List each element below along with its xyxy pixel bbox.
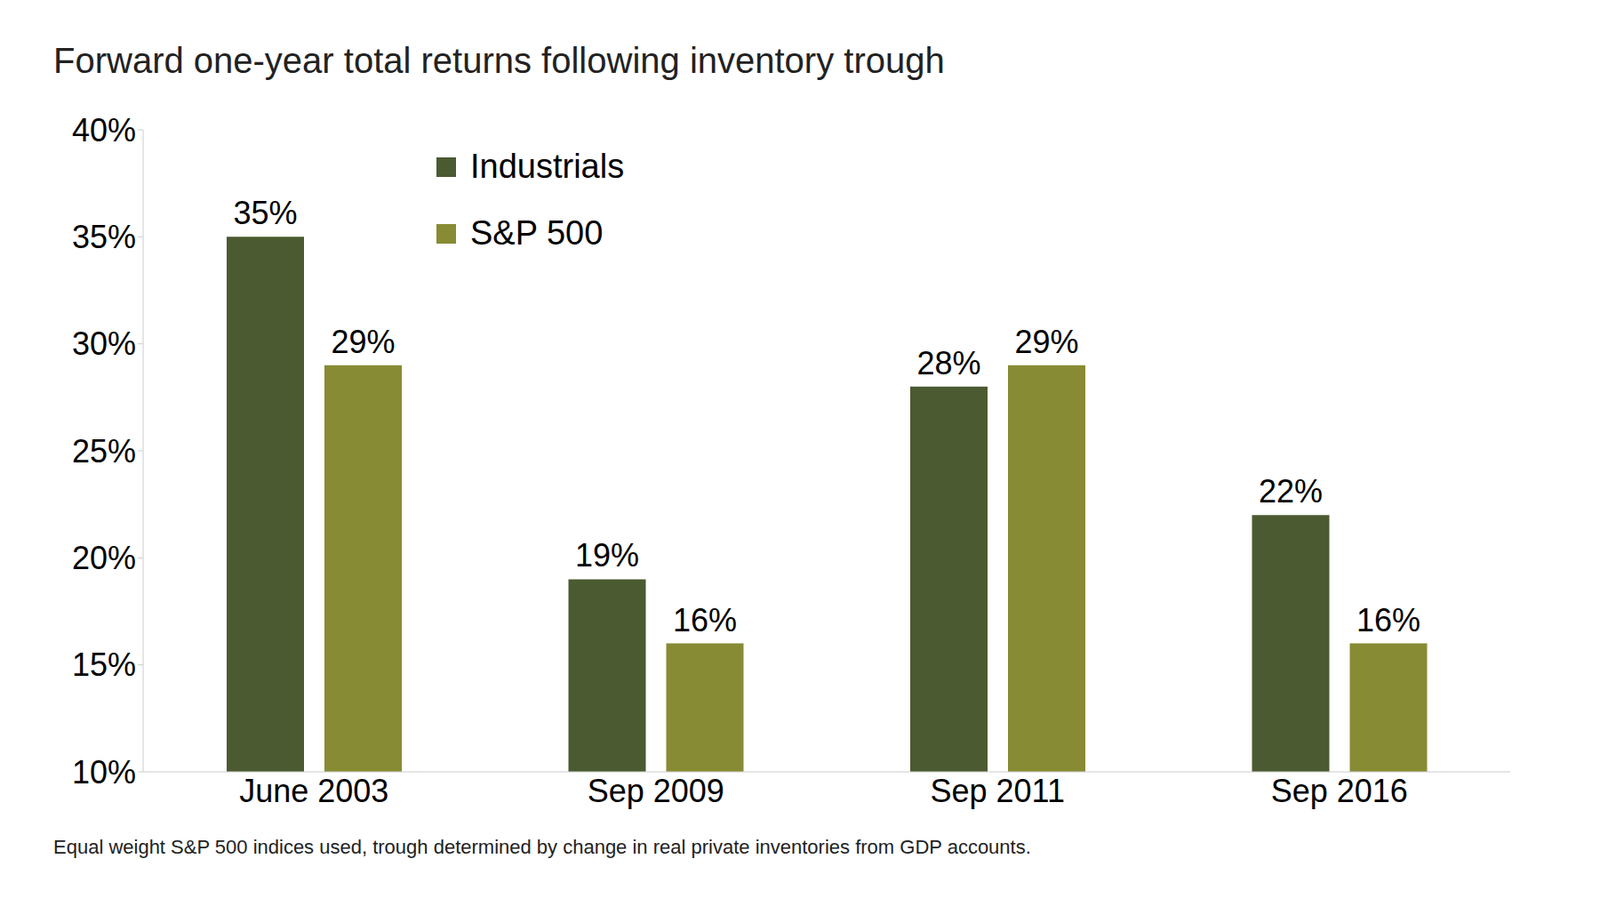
svg-text:28%: 28%	[916, 344, 981, 382]
svg-text:30%: 30%	[72, 325, 136, 362]
svg-text:16%: 16%	[672, 601, 737, 639]
svg-text:19%: 19%	[575, 536, 640, 574]
svg-text:20%: 20%	[72, 539, 136, 576]
svg-text:June 2003: June 2003	[239, 772, 389, 809]
svg-text:25%: 25%	[72, 432, 136, 470]
svg-text:10%: 10%	[72, 753, 136, 791]
html-text:Equal weight S&P 500 indices u: Equal weight S&P 500 indices used, troug…	[53, 835, 1031, 858]
svg-text:29%: 29%	[330, 323, 395, 360]
svg-text:16%: 16%	[1356, 601, 1421, 639]
html-text:Forward one-year total returns: Forward one-year total returns following…	[53, 40, 945, 80]
svg-text:Sep 2009: Sep 2009	[587, 772, 725, 809]
svg-text:Sep 2011: Sep 2011	[930, 772, 1065, 809]
svg-text:35%: 35%	[72, 218, 136, 256]
svg-text:35%: 35%	[232, 194, 297, 232]
html-text:Industrials: Industrials	[470, 147, 625, 185]
svg-text:40%: 40%	[72, 112, 136, 149]
svg-text:22%: 22%	[1258, 472, 1323, 510]
svg-text:Sep 2016: Sep 2016	[1271, 772, 1408, 809]
svg-text:29%: 29%	[1014, 323, 1079, 360]
html-text:S&P 500: S&P 500	[470, 214, 603, 252]
svg-text:15%: 15%	[72, 646, 136, 683]
